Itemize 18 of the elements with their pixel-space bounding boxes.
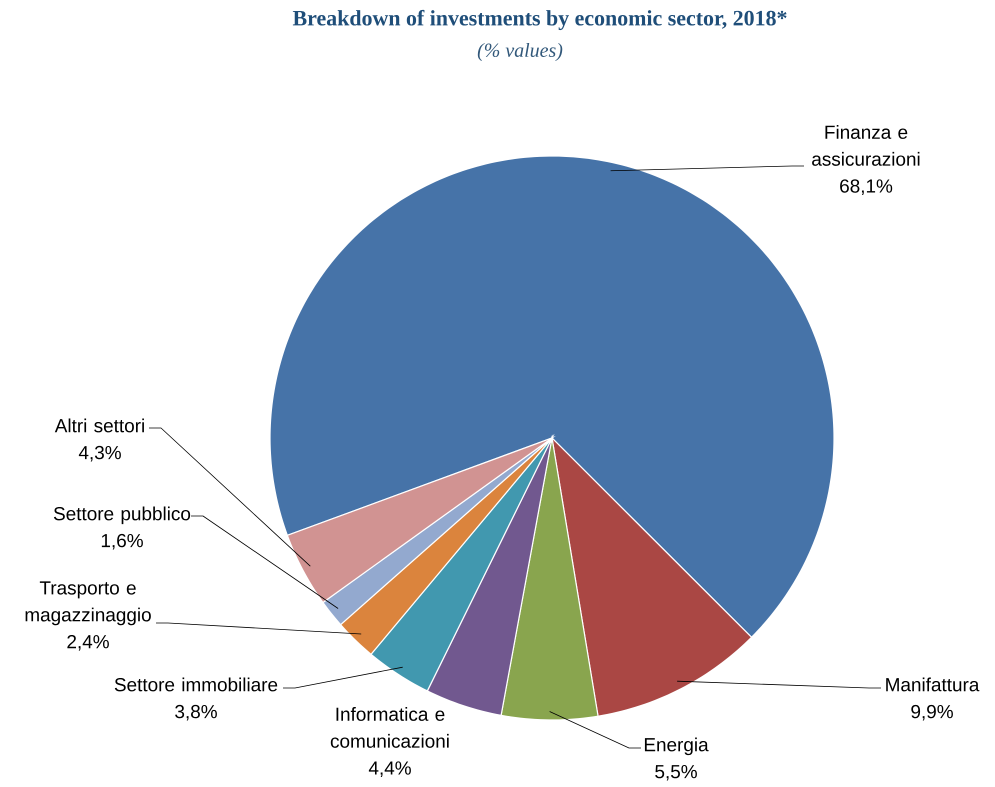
data-label: 1,6%	[102, 534, 143, 550]
data-label: 4,3%	[78, 446, 121, 462]
slice-label: Settore immobiliare	[114, 677, 278, 692]
slice-label: Informatica e comunicazioni	[330, 707, 449, 748]
chart-title: Breakdown of investments by economic sector, 2018*	[292, 10, 787, 30]
data-label: 9,9%	[911, 704, 953, 721]
data-label: 3,8%	[175, 704, 217, 721]
slice-label: Trasporto e magazzinaggio	[26, 581, 151, 626]
data-label: 4,4%	[368, 761, 411, 777]
slice-label: Altri settori	[54, 418, 144, 432]
data-label: 2,4%	[67, 634, 109, 651]
chart-subtitle: (% values)	[478, 42, 562, 62]
slice-label: Energia	[644, 737, 709, 756]
data-label: 68,1%	[840, 179, 892, 195]
data-label: 5,5%	[655, 764, 697, 781]
slice-label: Manifattura	[886, 677, 980, 692]
slice-label: Settore pubblico	[54, 506, 190, 524]
slice-label: Finanza e assicurazioni	[812, 125, 920, 166]
